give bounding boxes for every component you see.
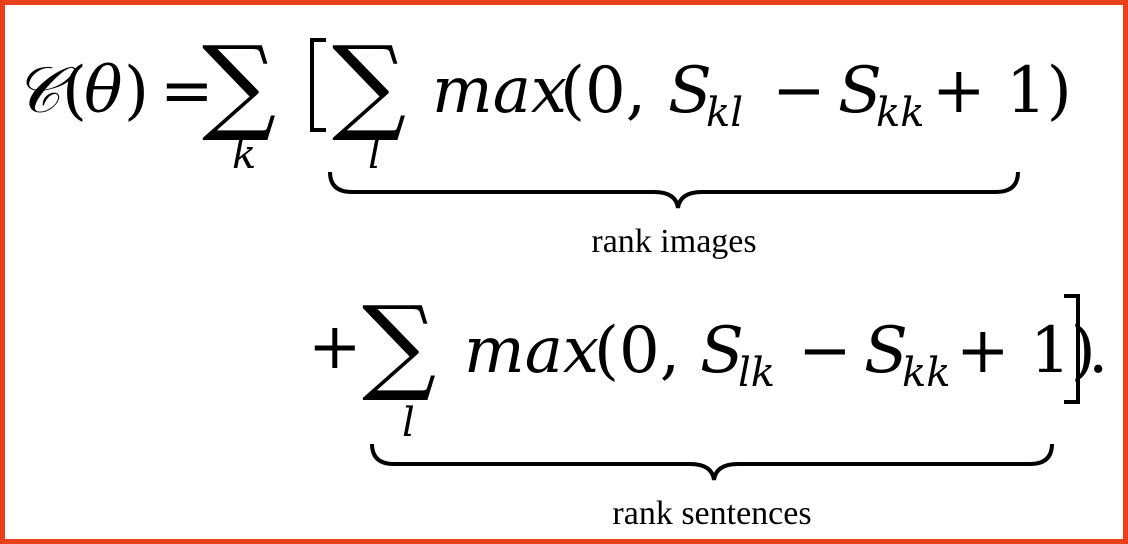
- lhs-open-paren: (: [62, 54, 87, 128]
- label-rank-images: rank images: [591, 223, 756, 260]
- term2-S1: S: [700, 314, 744, 388]
- open-bracket: [310, 38, 326, 132]
- label-rank-sentences: rank sentences: [612, 495, 811, 532]
- term1-args-open: (0,: [560, 54, 646, 128]
- period: .: [1088, 314, 1108, 388]
- term2-plus-one: + 1): [956, 314, 1096, 388]
- term1-S1-subscript: kl: [706, 90, 743, 136]
- term1-sum-index: l: [368, 132, 381, 178]
- term1-plus-one: + 1): [932, 54, 1072, 128]
- underbrace-rank-sentences: [370, 443, 1054, 481]
- term1-S2: S: [838, 54, 882, 128]
- outer-sum-index: k: [232, 132, 256, 178]
- equals-sign: =: [160, 54, 214, 128]
- term2-S1-subscript: lk: [738, 350, 775, 396]
- outer-sum-symbol: ∑: [202, 23, 276, 145]
- term2-S2-subscript: kk: [902, 350, 950, 396]
- underbrace-rank-images: [328, 171, 1020, 209]
- term1-max-func: max: [432, 54, 567, 128]
- lhs-close-paren: ): [124, 54, 149, 128]
- term1-minus: −: [772, 54, 826, 128]
- term2-S2: S: [864, 314, 908, 388]
- close-bracket: [1064, 294, 1080, 404]
- term1-S1: S: [668, 54, 712, 128]
- term2-sum-index: l: [402, 400, 415, 446]
- term1-S2-subscript: kk: [876, 90, 924, 136]
- term2-sum-symbol: ∑: [362, 283, 436, 405]
- term2-plus: +: [308, 310, 362, 384]
- term2-args-open: (0,: [594, 314, 680, 388]
- theta-symbol: θ: [84, 54, 123, 128]
- term2-max-func: max: [464, 314, 599, 388]
- term2-minus: −: [798, 314, 852, 388]
- term1-sum-symbol: ∑: [332, 23, 406, 145]
